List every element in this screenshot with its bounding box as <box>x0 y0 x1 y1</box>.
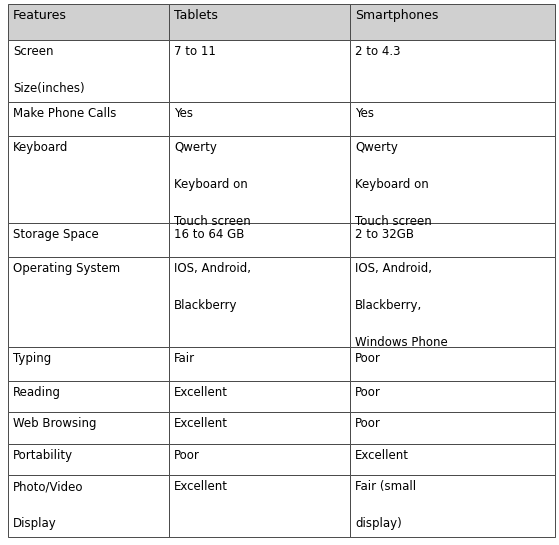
Bar <box>8 4 169 40</box>
Text: Poor: Poor <box>355 417 381 430</box>
Text: Keyboard: Keyboard <box>13 141 68 154</box>
Bar <box>169 381 350 412</box>
Bar <box>8 475 169 537</box>
Bar <box>350 102 555 136</box>
Bar <box>169 4 350 40</box>
Bar <box>350 223 555 257</box>
Bar <box>350 4 555 40</box>
Text: Smartphones: Smartphones <box>355 9 438 22</box>
Text: Typing: Typing <box>13 352 51 365</box>
Text: 2 to 32GB: 2 to 32GB <box>355 228 414 241</box>
Text: Web Browsing: Web Browsing <box>13 417 97 430</box>
Bar <box>350 444 555 475</box>
Text: Excellent: Excellent <box>174 386 229 399</box>
Text: Poor: Poor <box>355 386 381 399</box>
Text: Excellent: Excellent <box>174 480 229 493</box>
Bar <box>350 257 555 347</box>
Text: IOS, Android,

Blackberry: IOS, Android, Blackberry <box>174 262 252 312</box>
Text: Excellent: Excellent <box>174 417 229 430</box>
Text: Tablets: Tablets <box>174 9 218 22</box>
Bar <box>169 223 350 257</box>
Text: Excellent: Excellent <box>355 449 409 462</box>
Bar <box>8 381 169 412</box>
Text: 7 to 11: 7 to 11 <box>174 45 216 58</box>
Text: Qwerty

Keyboard on

Touch screen: Qwerty Keyboard on Touch screen <box>355 141 432 228</box>
Bar <box>169 444 350 475</box>
Text: Qwerty

Keyboard on

Touch screen: Qwerty Keyboard on Touch screen <box>174 141 251 228</box>
Bar <box>8 257 169 347</box>
Bar <box>8 40 169 102</box>
Text: Yes: Yes <box>174 107 193 120</box>
Bar <box>8 347 169 381</box>
Bar <box>350 475 555 537</box>
Text: Poor: Poor <box>355 352 381 365</box>
Bar <box>350 40 555 102</box>
Bar <box>169 412 350 444</box>
Text: Fair: Fair <box>174 352 196 365</box>
Bar <box>169 347 350 381</box>
Text: 16 to 64 GB: 16 to 64 GB <box>174 228 245 241</box>
Text: Screen

Size(inches): Screen Size(inches) <box>13 45 84 95</box>
Bar <box>8 136 169 223</box>
Bar <box>169 136 350 223</box>
Bar <box>8 412 169 444</box>
Text: Reading: Reading <box>13 386 61 399</box>
Bar <box>350 412 555 444</box>
Text: Portability: Portability <box>13 449 73 462</box>
Text: 2 to 4.3: 2 to 4.3 <box>355 45 400 58</box>
Text: Storage Space: Storage Space <box>13 228 99 241</box>
Bar <box>169 475 350 537</box>
Bar <box>169 40 350 102</box>
Bar <box>169 257 350 347</box>
Text: Make Phone Calls: Make Phone Calls <box>13 107 116 120</box>
Bar <box>8 444 169 475</box>
Bar <box>8 102 169 136</box>
Bar <box>8 223 169 257</box>
Bar <box>350 347 555 381</box>
Bar <box>350 381 555 412</box>
Text: Features: Features <box>13 9 67 22</box>
Text: Poor: Poor <box>174 449 200 462</box>
Text: Fair (small

display): Fair (small display) <box>355 480 416 530</box>
Text: IOS, Android,

Blackberry,

Windows Phone: IOS, Android, Blackberry, Windows Phone <box>355 262 448 349</box>
Text: Photo/Video

Display: Photo/Video Display <box>13 480 83 530</box>
Bar <box>350 136 555 223</box>
Text: Operating System: Operating System <box>13 262 120 275</box>
Text: Yes: Yes <box>355 107 374 120</box>
Bar <box>169 102 350 136</box>
